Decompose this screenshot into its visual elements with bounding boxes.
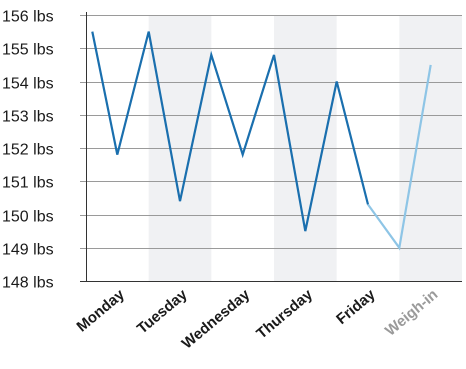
y-tick-label: 151 lbs [2,175,54,192]
y-tick-label: 155 lbs [2,42,54,59]
y-tick-label: 152 lbs [2,142,54,159]
x-tick-label-weigh-in: Weigh-in [382,286,441,340]
y-tick-label: 154 lbs [2,76,54,93]
x-tick-label-wednesday: Wednesday [179,286,254,353]
y-tick-label: 149 lbs [2,242,54,259]
y-tick-labels: 156 lbs 155 lbs 154 lbs 153 lbs 152 lbs 151 l… [2,9,54,292]
axes [80,12,462,282]
x-tick-label-friday: Friday [333,286,379,328]
y-tick-label: 150 lbs [2,209,54,226]
x-tick-label-thursday: Thursday [253,286,316,343]
y-tick-label: 148 lbs [2,275,54,292]
series-line-2 [367,64,432,251]
series-lines [91,31,432,251]
y-tick-label: 156 lbs [2,9,54,26]
series-line-1 [91,31,370,232]
x-tick-label-monday: Monday [74,286,129,336]
x-tick-label-tuesday: Tuesday [134,286,191,338]
y-tick-label: 153 lbs [2,109,54,126]
